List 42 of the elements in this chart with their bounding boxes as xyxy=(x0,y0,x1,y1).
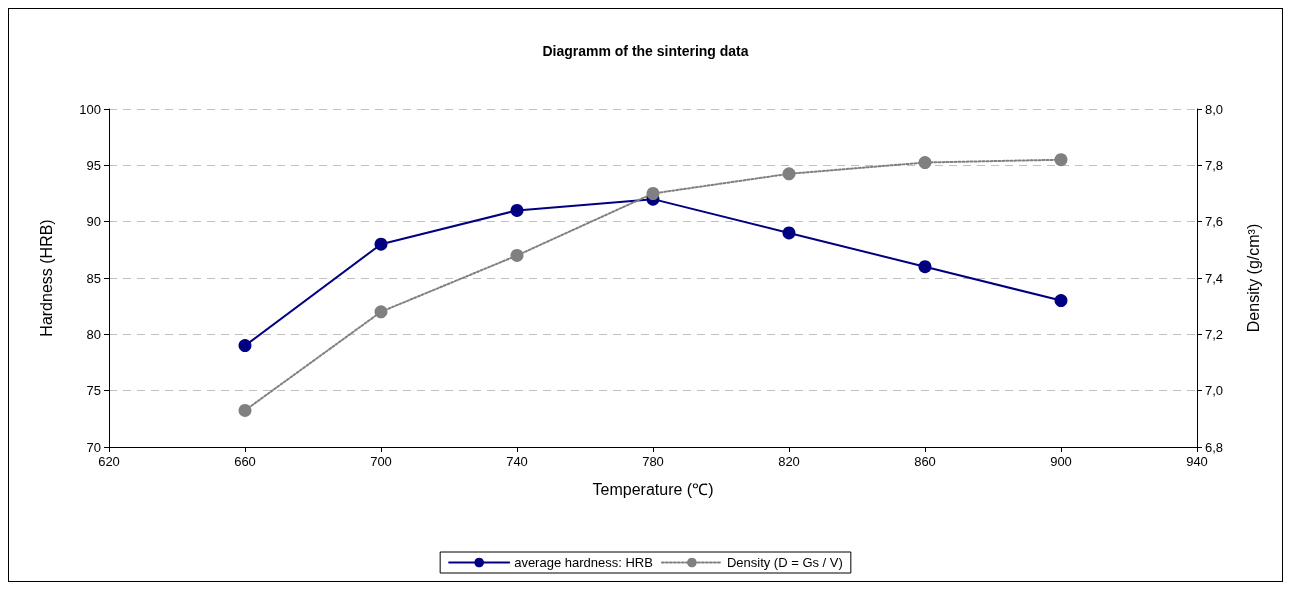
y-tick-label: 80 xyxy=(86,326,101,342)
y-axis-title: Hardness (HRB) xyxy=(37,219,55,337)
point xyxy=(510,248,524,262)
y2-tick-label: 7,6 xyxy=(1205,214,1224,230)
y-tick-label: 95 xyxy=(86,157,101,173)
point xyxy=(1054,153,1068,167)
x-tick-label: 940 xyxy=(1186,454,1208,469)
x-tick-label: 660 xyxy=(234,454,256,469)
y2-tick-label: 7,4 xyxy=(1205,270,1224,286)
y2-tick-label: 7,2 xyxy=(1205,326,1224,342)
point xyxy=(1054,294,1068,308)
x-tick-label: 900 xyxy=(1050,454,1072,469)
y2-tick-label: 7,0 xyxy=(1205,383,1224,399)
x-tick-label: 740 xyxy=(506,454,528,469)
point xyxy=(374,237,388,251)
y2-tick-label: 7,8 xyxy=(1205,157,1224,173)
y2-axis-title: Density (g/cm³) xyxy=(1244,223,1262,333)
point xyxy=(782,167,796,181)
y-tick-label: 70 xyxy=(86,439,101,455)
point xyxy=(646,187,660,200)
x-tick-label: 860 xyxy=(914,454,936,469)
legend-label: Density (D = Gs / V) xyxy=(726,555,843,570)
point xyxy=(238,403,252,417)
y-tick-label: 75 xyxy=(86,383,101,399)
point xyxy=(510,203,524,217)
y-tick-label: 85 xyxy=(86,270,101,286)
x-axis-title: Temperature (℃) xyxy=(592,480,714,498)
y2-tick-label: 8,0 xyxy=(1205,101,1224,117)
point xyxy=(374,305,388,319)
y-tick-label: 90 xyxy=(86,214,101,230)
point xyxy=(782,226,796,240)
point xyxy=(918,260,932,274)
x-tick-label: 820 xyxy=(778,454,800,469)
chart-title: Diagramm of the sintering data xyxy=(542,43,749,59)
x-tick-label: 620 xyxy=(98,454,120,469)
y2-tick-label: 6,8 xyxy=(1205,439,1224,455)
x-tick-label: 780 xyxy=(642,454,664,469)
point xyxy=(238,339,252,353)
y-tick-label: 100 xyxy=(79,101,101,117)
x-tick-label: 700 xyxy=(370,454,392,469)
point xyxy=(918,156,932,170)
legend-label: average hardness: HRB xyxy=(514,555,653,570)
